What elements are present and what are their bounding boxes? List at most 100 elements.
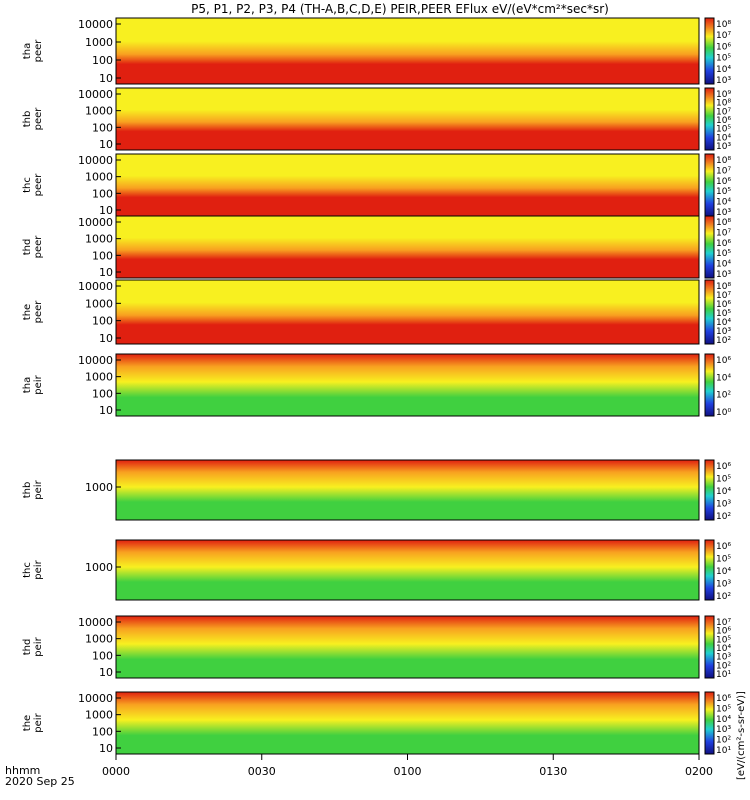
panel-frame: [115, 87, 700, 151]
colorbar-label: 10⁸: [716, 20, 731, 30]
panel-image: [116, 216, 699, 278]
panel-image: [116, 280, 699, 344]
colorbar-label: 10⁴: [716, 715, 731, 725]
colorbar-label: 10³: [716, 653, 731, 663]
ytick-label: 1000: [85, 371, 113, 384]
colorbar-label: 10⁶: [716, 42, 731, 52]
colorbar-label: 10⁴: [716, 373, 731, 383]
panel-ylabel: thdpeir: [22, 636, 44, 656]
colorbar-label: 10⁵: [716, 704, 731, 714]
ytick-label: 10000: [78, 216, 113, 229]
colorbar-label: 10⁶: [716, 627, 731, 637]
colorbar-label: 10⁶: [716, 542, 731, 552]
panel-image: [116, 616, 699, 678]
ytick-label: 1000: [85, 233, 113, 246]
colorbar-label: 10²: [716, 592, 731, 602]
colorbar-label: 10⁴: [716, 644, 731, 654]
figure-title: P5, P1, P2, P3, P4 (TH-A,B,C,D,E) PEIR,P…: [191, 2, 609, 16]
panel-frame: [115, 615, 700, 679]
ytick-label: 10000: [78, 354, 113, 367]
panel-image: [116, 540, 699, 600]
panels-group: thapeer1000010001001010⁸10⁷10⁶10⁵10⁴10³t…: [22, 17, 731, 756]
colorbar-label: 10⁵: [716, 54, 731, 64]
ytick-label: 10: [99, 266, 113, 279]
colorbar-label: 10⁹: [716, 90, 731, 100]
ytick-label: 100: [92, 315, 113, 328]
colorbar-label: 10⁴: [716, 318, 731, 328]
time-axis: 0000 0030 0100 0130 0200: [102, 754, 713, 778]
panel-ylabel: thbpeer: [22, 107, 44, 131]
panel-thb-peir: thbpeir 1000 10⁶ 10⁵ 10⁴ 10³ 10²: [22, 459, 731, 522]
panel-frame: [115, 215, 700, 279]
colorbar-label: 10⁴: [716, 198, 731, 208]
colorbar-label: 10⁵: [716, 309, 731, 319]
xtick-label: 0200: [685, 765, 713, 778]
colorbar: [704, 279, 715, 345]
colorbar-label: 10⁷: [716, 107, 731, 117]
ytick-label: 100: [92, 121, 113, 134]
ytick-label: 100: [92, 249, 113, 262]
colorbar-label: 10¹: [716, 746, 731, 756]
panel-ylabel: thapeer: [22, 39, 44, 63]
colorbar-label: 10³: [716, 142, 731, 152]
panel-frame: [115, 353, 700, 417]
ytick-label: 10000: [78, 616, 113, 629]
colorbar-label: 10⁶: [716, 694, 731, 704]
colorbar-label: 10²: [716, 736, 731, 746]
panel-ylabel: thbpeir: [22, 479, 44, 499]
colorbar-label: 10⁷: [716, 228, 731, 238]
colorbar-label: 10⁶: [716, 239, 731, 249]
colorbar-label: 10³: [716, 327, 731, 337]
colorbar-unit-label: [eV/(cm²-s-sr-eV)]: [736, 691, 747, 780]
ytick-label: 10: [99, 204, 113, 217]
ytick-label: 1000: [85, 105, 113, 118]
colorbar: [704, 353, 715, 417]
xtick-label: 0000: [102, 765, 130, 778]
colorbar-label: 10⁵: [716, 249, 731, 259]
panel-thb-peer: thbpeer 10000 1000 100 10 10⁹10⁸10⁷10⁶10⁵10⁴1…: [22, 87, 731, 152]
ytick-label: 10: [99, 404, 113, 417]
colorbar: [704, 87, 715, 151]
colorbar-label: 10⁷: [716, 618, 731, 628]
panel-ylabel: thapeir: [22, 374, 44, 394]
panel-image: [116, 692, 699, 754]
panel-thd-peir: thdpeir 10000 1000 100 10 10⁷10⁶10⁵10⁴10³10²1…: [22, 615, 731, 680]
ytick-label: 10000: [78, 154, 113, 167]
panel-tha-peir: thapeir 10000 1000 100 10 10⁶ 10⁴ 10² 10⁰: [22, 353, 731, 418]
colorbar-label: 10⁴: [716, 487, 731, 497]
colorbar-label: 10³: [716, 580, 731, 590]
colorbar-label: 10⁵: [716, 475, 731, 485]
panel-frame: [115, 459, 700, 521]
ytick-label: 10: [99, 332, 113, 345]
colorbar-label: 10³: [716, 208, 731, 218]
ytick-label: 10: [99, 666, 113, 679]
panel-ylabel: thepeer: [22, 300, 44, 324]
colorbar-label: 10²: [716, 336, 731, 346]
ytick-label: 1000: [85, 171, 113, 184]
ytick-label: 10000: [78, 18, 113, 31]
colorbar-label: 10¹: [716, 670, 731, 680]
ytick-label: 100: [92, 54, 113, 67]
colorbar-label: 10⁴: [716, 133, 731, 143]
panel-ylabel: thepeir: [22, 712, 44, 732]
colorbar: [704, 539, 715, 601]
ytick-label: 10000: [78, 692, 113, 705]
colorbar-label: 10⁶: [716, 300, 731, 310]
colorbar-label: 10⁸: [716, 218, 731, 228]
ytick-label: 100: [92, 187, 113, 200]
ytick-label: 10: [99, 138, 113, 151]
xtick-label: 0030: [248, 765, 276, 778]
colorbar: [704, 215, 715, 279]
panel-frame: [115, 17, 700, 85]
colorbar-label: 10⁴: [716, 260, 731, 270]
colorbar-label: 10⁴: [716, 567, 731, 577]
panel-image: [116, 18, 699, 84]
time-axis-label: hhmm: [5, 764, 40, 777]
ytick-label: 100: [92, 387, 113, 400]
colorbar: [704, 17, 715, 85]
panel-ylabel: thcpeir: [22, 559, 44, 579]
ytick-label: 100: [92, 649, 113, 662]
colorbar-label: 10⁷: [716, 291, 731, 301]
